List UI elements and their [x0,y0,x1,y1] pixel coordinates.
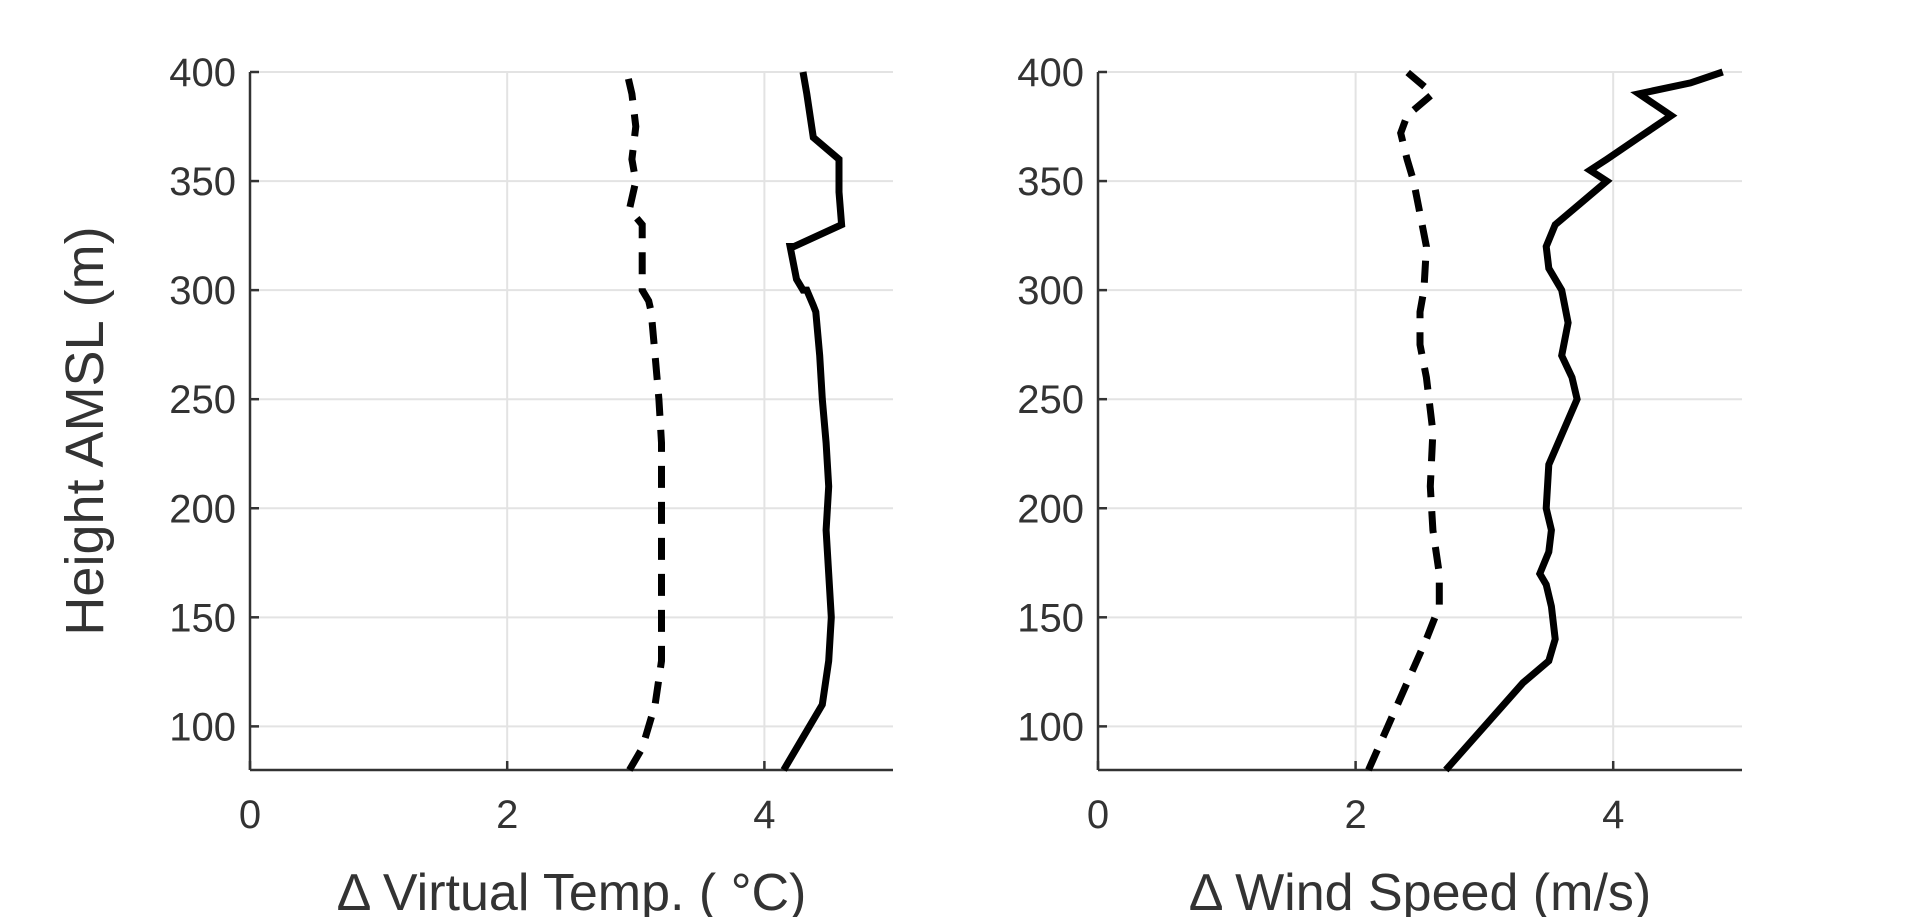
panel-1-x-tick-label-2: 4 [753,793,775,837]
panel-1-y-tick-label-0: 100 [169,705,236,749]
panel-2-y-tick-label-1: 150 [1017,596,1084,640]
panel-1-y-tick-label-3: 250 [169,378,236,422]
panel-2-series-dashed-line [1365,69,1443,772]
panel-2-y-tick-label-3: 250 [1017,378,1084,422]
panel-1-x-tick-label-1: 2 [496,793,518,837]
panel-2-y-tick-label-4: 300 [1017,269,1084,313]
panel-1-y-tick-label-1: 150 [169,596,236,640]
panel-1-y-tick-label-4: 300 [169,269,236,313]
panel-2-y-tick-label-0: 100 [1017,705,1084,749]
panel-1-y-tick-label-6: 400 [169,51,236,95]
panel-1-series-dashed-line [623,71,665,772]
panel-1-y-tick-label-5: 350 [169,160,236,204]
panel-1-y-axis-label: Height AMSL (m) [55,226,115,635]
panel-2-x-tick-label-2: 4 [1602,793,1624,837]
panel-1-x-tick-label-0: 0 [239,793,261,837]
panel-1-series-solid-line [780,71,846,772]
panel-2-x-tick-label-1: 2 [1344,793,1366,837]
panel-2-x-axis-label: Δ Wind Speed (m/s) [1189,864,1651,917]
panel-2-y-tick-label-2: 200 [1017,487,1084,531]
panel-2-y-tick-label-6: 400 [1017,51,1084,95]
panel-2-series-solid-line [1443,68,1724,773]
panel-2-y-tick-label-5: 350 [1017,160,1084,204]
panel-2-x-tick-label-0: 0 [1087,793,1109,837]
panel-1-y-tick-label-2: 200 [169,487,236,531]
panel-1-x-axis-label: Δ Virtual Temp. ( °C) [337,864,807,917]
